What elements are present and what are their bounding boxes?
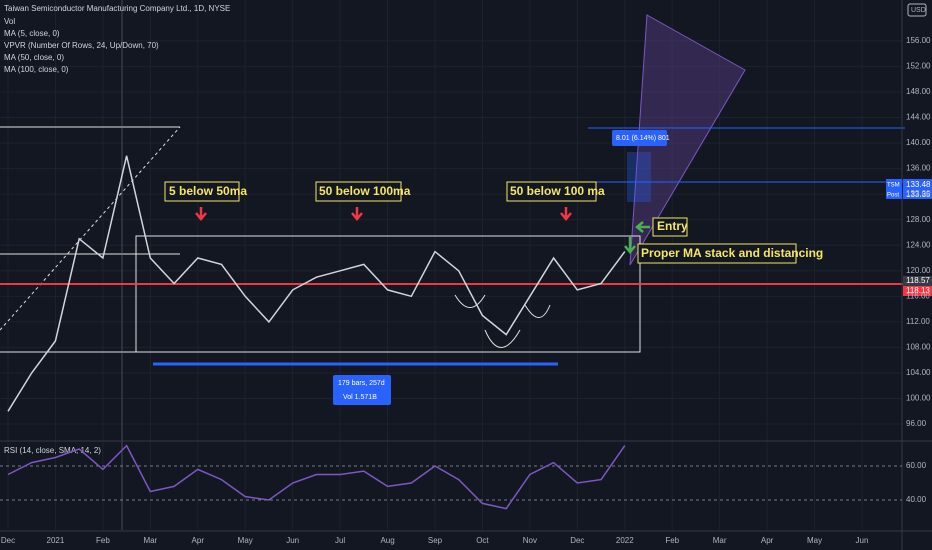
y-tick-label: 136.00 bbox=[906, 164, 931, 173]
y-tick-label: 100.00 bbox=[906, 394, 931, 403]
badge-text: Post bbox=[887, 193, 899, 199]
y-tick-label: 108.00 bbox=[906, 343, 931, 352]
indicator: MA (50, close, 0) bbox=[4, 53, 64, 62]
chart-title: Taiwan Semiconductor Manufacturing Compa… bbox=[4, 4, 230, 13]
label-box bbox=[315, 181, 402, 202]
badge bbox=[903, 179, 932, 199]
currency: USD bbox=[911, 7, 926, 14]
measure-label bbox=[333, 375, 391, 405]
arrow-down bbox=[351, 207, 363, 221]
rsi-line bbox=[7, 444, 626, 510]
measure-text: 179 bars, 257d bbox=[338, 380, 385, 387]
measure-text: 8.01 (6.14%) 801 bbox=[616, 135, 670, 142]
indicator: VPVR (Number Of Rows, 24, Up/Down, 70) bbox=[4, 41, 159, 50]
x-tick-label: Jun bbox=[856, 536, 869, 545]
y-tick-label: 96.00 bbox=[906, 419, 927, 428]
indicator: Vol bbox=[4, 17, 15, 26]
range-box bbox=[135, 235, 641, 353]
x-tick-label: Mar bbox=[713, 536, 727, 545]
label-box bbox=[637, 243, 797, 264]
x-tick-label: Aug bbox=[380, 536, 394, 545]
label-box bbox=[652, 217, 688, 237]
badge-text: 133.35 bbox=[906, 190, 931, 199]
x-tick-label: Dec bbox=[1, 536, 15, 545]
annotation: 50 below 100 ma bbox=[510, 184, 605, 198]
annotation: Proper MA stack and distancing bbox=[641, 246, 823, 260]
y-tick-label: 112.00 bbox=[906, 317, 930, 326]
badge bbox=[886, 179, 902, 199]
badge bbox=[903, 276, 932, 286]
currency-badge bbox=[907, 3, 927, 17]
badge-text: 118.57 bbox=[906, 276, 930, 285]
x-tick-label: Feb bbox=[665, 536, 679, 545]
y-tick-label: 124.00 bbox=[906, 240, 931, 249]
legend: Taiwan Semiconductor Manufacturing Compa… bbox=[4, 4, 230, 455]
annotation: Entry bbox=[657, 219, 688, 233]
x-tick-label: Jul bbox=[335, 536, 345, 545]
badge-text: 133.48 bbox=[906, 180, 931, 189]
x-tick-label: Sep bbox=[428, 536, 443, 545]
badge-text: 118.13 bbox=[906, 286, 930, 295]
x-tick-label: May bbox=[807, 536, 822, 545]
badges: USD TSM Post 133.48 133.35 118.57 118.13 bbox=[886, 3, 932, 296]
y-tick-label: 128.00 bbox=[906, 215, 931, 224]
x-tick-label: Dec bbox=[570, 536, 584, 545]
indicator: MA (5, close, 0) bbox=[4, 29, 60, 38]
y-tick-label: 148.00 bbox=[906, 87, 931, 96]
label-box bbox=[506, 181, 597, 202]
y-tick-label: 144.00 bbox=[906, 113, 931, 122]
y-tick-label: 156.00 bbox=[906, 36, 931, 45]
x-tick-label: Jun bbox=[286, 536, 299, 545]
pattern-curve bbox=[454, 294, 551, 348]
y-tick-label: 152.00 bbox=[906, 62, 931, 71]
arrow-down bbox=[624, 236, 636, 254]
y-tick-label: 140.00 bbox=[906, 138, 931, 147]
y2-tick-label: 60.00 bbox=[906, 461, 927, 470]
x-tick-label: Apr bbox=[761, 536, 774, 545]
x-tick-label: Apr bbox=[192, 536, 205, 545]
y-tick-label: 132.00 bbox=[906, 189, 931, 198]
annotation-boxes: 5 below 50ma 50 below 100ma 50 below 100… bbox=[164, 130, 823, 405]
y-tick-label: 116.00 bbox=[906, 291, 930, 300]
drawings bbox=[0, 0, 905, 530]
badge bbox=[903, 286, 932, 296]
rsi-legend: RSI (14, close, SMA, 14, 2) bbox=[4, 446, 101, 455]
x-tick-label: 2021 bbox=[47, 536, 65, 545]
x-tick-label: May bbox=[238, 536, 253, 545]
x-tick-label: 2022 bbox=[616, 536, 634, 545]
badge-text: TSM bbox=[887, 183, 900, 189]
measure-label bbox=[612, 130, 667, 146]
annotation: 5 below 50ma bbox=[169, 184, 247, 198]
annotation: 50 below 100ma bbox=[319, 184, 411, 198]
arrow-down bbox=[560, 207, 572, 221]
arrow-down bbox=[195, 207, 207, 221]
x-tick-label: Feb bbox=[96, 536, 110, 545]
x-tick-label: Nov bbox=[523, 536, 537, 545]
indicator: MA (100, close, 0) bbox=[4, 65, 69, 74]
x-tick-label: Oct bbox=[476, 536, 489, 545]
label-box bbox=[164, 181, 240, 202]
y2-tick-label: 40.00 bbox=[906, 495, 927, 504]
y-tick-label: 120.00 bbox=[906, 266, 931, 275]
arrow-left bbox=[635, 221, 650, 233]
x-tick-label: Mar bbox=[143, 536, 157, 545]
measure-text: Vol 1.571B bbox=[343, 394, 377, 401]
measure-box bbox=[627, 152, 651, 202]
y-tick-label: 104.00 bbox=[906, 368, 931, 377]
price-line bbox=[7, 155, 626, 412]
